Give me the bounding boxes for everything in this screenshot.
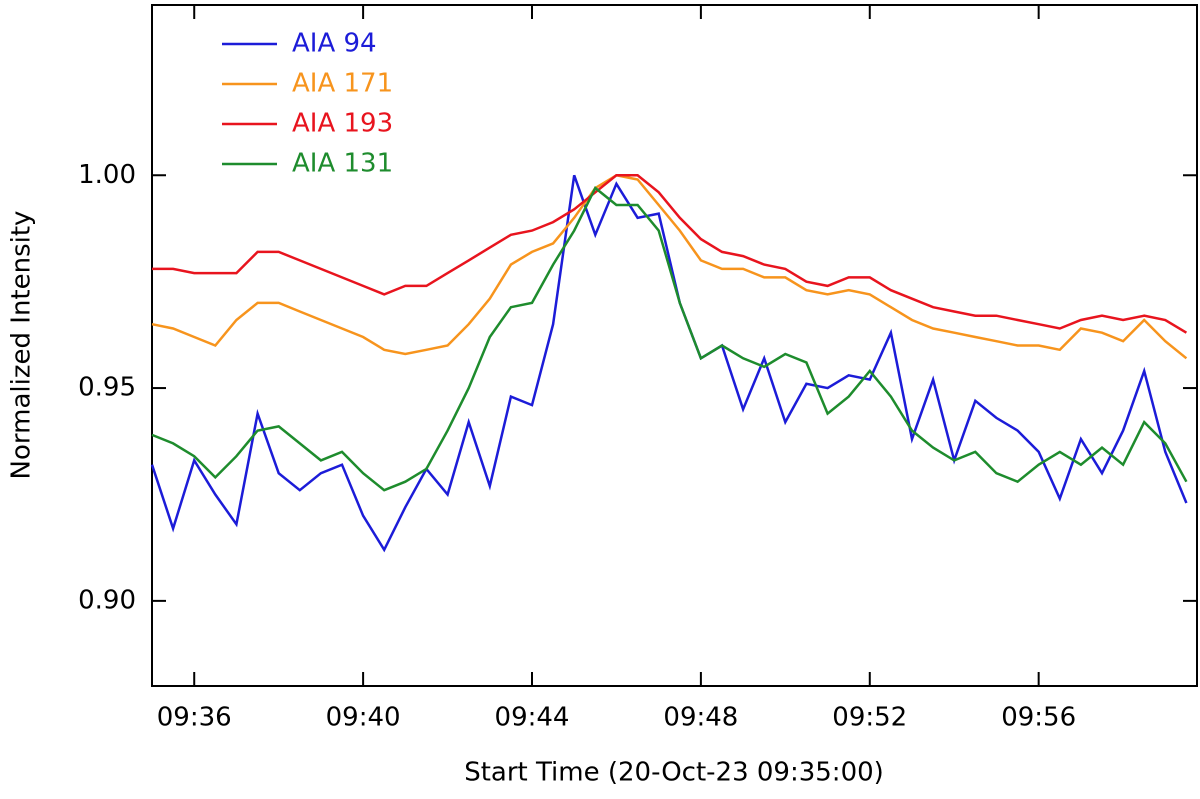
legend-label: AIA 94 <box>292 29 377 59</box>
plot-frame <box>151 4 1198 687</box>
x-tick-label: 09:40 <box>326 703 401 733</box>
series-line <box>151 186 1188 492</box>
x-tick-label: 09:48 <box>663 703 738 733</box>
x-tick-label: 09:56 <box>1001 703 1076 733</box>
x-axis-title: Start Time (20-Oct-23 09:35:00) <box>464 758 884 788</box>
series-line <box>152 174 1188 334</box>
series-line <box>151 173 1188 360</box>
legend-label: AIA 193 <box>292 109 393 139</box>
y-tick-label: 0.90 <box>78 585 136 615</box>
y-tick-label: 1.00 <box>78 160 136 190</box>
y-axis-title: Normalized Intensity <box>7 211 37 480</box>
y-tick-label: 0.95 <box>78 373 136 403</box>
series-line <box>150 174 1188 553</box>
x-tick-label: 09:44 <box>495 703 570 733</box>
x-tick-label: 09:52 <box>832 703 907 733</box>
legend-label: AIA 171 <box>292 69 393 99</box>
legend-label: AIA 131 <box>292 149 393 179</box>
x-tick-label: 09:36 <box>157 703 232 733</box>
